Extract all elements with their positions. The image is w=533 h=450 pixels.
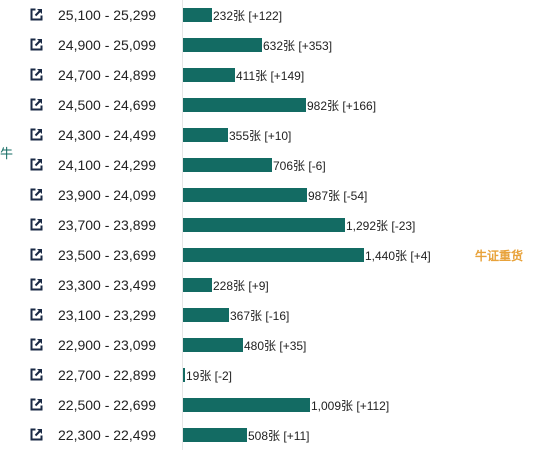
tick-label: 23,100 - 23,299 [58, 307, 157, 323]
external-link-icon[interactable] [30, 98, 43, 111]
chart-row: 22,900 - 23,099 480张 [+35] [0, 330, 533, 360]
data-label: 232张 [+122] [213, 9, 283, 23]
tick-label: 23,700 - 23,899 [58, 217, 157, 233]
external-link-icon[interactable] [30, 368, 43, 381]
bar [183, 428, 247, 442]
bar [183, 98, 306, 112]
chart-row: 22,300 - 22,499 508张 [+11] [0, 420, 533, 450]
external-link-icon[interactable] [30, 338, 43, 351]
tick-label: 22,700 - 22,899 [58, 367, 157, 383]
chart-row: 24,100 - 24,299 706张 [-6] [0, 150, 533, 180]
tick-label: 22,300 - 22,499 [58, 427, 157, 443]
tick-label: 25,100 - 25,299 [58, 7, 157, 23]
external-link-icon[interactable] [30, 278, 43, 291]
data-label: 982张 [+166] [307, 99, 377, 113]
external-link-icon[interactable] [30, 308, 43, 321]
data-label: 706张 [-6] [273, 159, 326, 173]
chart-row: 24,700 - 24,899 411张 [+149] [0, 60, 533, 90]
external-link-icon[interactable] [30, 68, 43, 81]
external-link-icon[interactable] [30, 188, 43, 201]
external-link-icon[interactable] [30, 398, 43, 411]
bar [183, 398, 310, 412]
data-label: 632张 [+353] [263, 39, 333, 53]
data-label: 355张 [+10] [229, 129, 292, 143]
tick-label: 22,900 - 23,099 [58, 337, 157, 353]
tick-label: 23,300 - 23,499 [58, 277, 157, 293]
data-label: 987张 [-54] [308, 189, 368, 203]
bar [183, 158, 272, 172]
external-link-icon[interactable] [30, 218, 43, 231]
external-link-icon[interactable] [30, 158, 43, 171]
bar [183, 218, 345, 232]
chart-row: 22,500 - 22,699 1,009张 [+112] [0, 390, 533, 420]
bar [183, 368, 185, 382]
bar [183, 338, 243, 352]
data-label: 508张 [+11] [248, 429, 310, 443]
data-label: 19张 [-2] [186, 369, 233, 383]
data-label: 1,440张 [+4] [365, 249, 431, 263]
external-link-icon[interactable] [30, 428, 43, 441]
tick-label: 24,100 - 24,299 [58, 157, 157, 173]
tick-label: 24,500 - 24,699 [58, 97, 157, 113]
tick-label: 24,300 - 24,499 [58, 127, 157, 143]
external-link-icon[interactable] [30, 38, 43, 51]
chart-row: 25,100 - 25,299 232张 [+122] [0, 0, 533, 30]
chart-row: 23,300 - 23,499 228张 [+9] [0, 270, 533, 300]
data-label: 367张 [-16] [230, 309, 290, 323]
axis-line [182, 0, 183, 450]
tick-label: 22,500 - 22,699 [58, 397, 157, 413]
tick-label: 24,700 - 24,899 [58, 67, 157, 83]
data-label: 228张 [+9] [213, 279, 269, 293]
bar [183, 308, 229, 322]
data-label: 411张 [+149] [236, 69, 305, 83]
chart-row: 23,500 - 23,699 1,440张 [+4] 牛证重货 [0, 240, 533, 270]
bar [183, 188, 307, 202]
bar [183, 248, 364, 262]
annotation-note: 牛证重货 [475, 249, 524, 263]
chart-row: 24,900 - 25,099 632张 [+353] [0, 30, 533, 60]
external-link-icon[interactable] [30, 128, 43, 141]
tick-label: 24,900 - 25,099 [58, 37, 157, 53]
bar [183, 68, 235, 82]
side-label: 牛 [0, 146, 14, 161]
chart-row: 23,100 - 23,299 367张 [-16] [0, 300, 533, 330]
chart-row: 22,700 - 22,899 19张 [-2] [0, 360, 533, 390]
chart-row: 23,700 - 23,899 1,292张 [-23] [0, 210, 533, 240]
data-label: 480张 [+35] [244, 339, 307, 353]
data-label: 1,292张 [-23] [346, 219, 416, 233]
chart-row: 23,900 - 24,099 987张 [-54] [0, 180, 533, 210]
bar [183, 128, 228, 142]
external-link-icon[interactable] [30, 8, 43, 21]
bar [183, 38, 262, 52]
bar [183, 278, 212, 292]
data-label: 1,009张 [+112] [311, 399, 390, 413]
tick-label: 23,500 - 23,699 [58, 247, 157, 263]
bar [183, 8, 212, 22]
tick-label: 23,900 - 24,099 [58, 187, 157, 203]
external-link-icon[interactable] [30, 248, 43, 261]
chart-row: 24,500 - 24,699 982张 [+166] [0, 90, 533, 120]
chart-row: 24,300 - 24,499 355张 [+10] [0, 120, 533, 150]
